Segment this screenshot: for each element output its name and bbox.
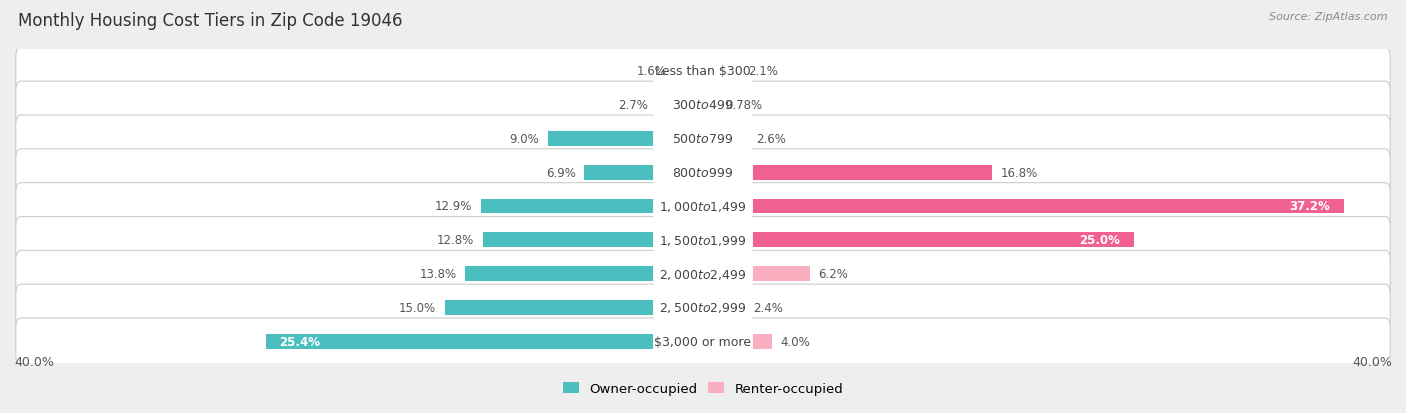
Bar — [444, 300, 703, 315]
Bar — [266, 334, 703, 349]
Text: 25.0%: 25.0% — [1078, 234, 1119, 247]
Text: 40.0%: 40.0% — [14, 355, 53, 368]
Text: 6.9%: 6.9% — [546, 166, 575, 179]
Text: 37.2%: 37.2% — [1289, 200, 1330, 213]
Bar — [703, 300, 744, 315]
Bar — [703, 334, 772, 349]
FancyBboxPatch shape — [652, 228, 754, 253]
FancyBboxPatch shape — [15, 116, 1391, 162]
Text: 1.6%: 1.6% — [637, 65, 666, 78]
Bar — [703, 233, 1133, 248]
FancyBboxPatch shape — [15, 48, 1391, 95]
FancyBboxPatch shape — [652, 160, 754, 185]
Text: 13.8%: 13.8% — [419, 268, 457, 280]
FancyBboxPatch shape — [15, 183, 1391, 230]
FancyBboxPatch shape — [652, 126, 754, 152]
Text: 16.8%: 16.8% — [1001, 166, 1038, 179]
Bar — [703, 199, 1344, 214]
Text: $3,000 or more: $3,000 or more — [655, 335, 751, 348]
Bar — [481, 199, 703, 214]
Text: 9.0%: 9.0% — [509, 133, 540, 145]
Bar — [465, 266, 703, 281]
Text: 15.0%: 15.0% — [399, 301, 436, 314]
Text: $2,500 to $2,999: $2,500 to $2,999 — [659, 301, 747, 315]
Text: 25.4%: 25.4% — [280, 335, 321, 348]
Bar — [703, 64, 740, 79]
FancyBboxPatch shape — [15, 150, 1391, 196]
Text: 2.7%: 2.7% — [619, 99, 648, 112]
Text: Less than $300: Less than $300 — [655, 65, 751, 78]
Bar — [657, 98, 703, 113]
Text: 6.2%: 6.2% — [818, 268, 848, 280]
FancyBboxPatch shape — [652, 93, 754, 118]
Text: $2,000 to $2,499: $2,000 to $2,499 — [659, 267, 747, 281]
Text: $500 to $799: $500 to $799 — [672, 133, 734, 145]
Text: 4.0%: 4.0% — [780, 335, 810, 348]
Text: $1,500 to $1,999: $1,500 to $1,999 — [659, 233, 747, 247]
Text: 2.4%: 2.4% — [754, 301, 783, 314]
Text: 2.1%: 2.1% — [748, 65, 778, 78]
Text: $1,000 to $1,499: $1,000 to $1,499 — [659, 199, 747, 214]
Text: 2.6%: 2.6% — [756, 133, 786, 145]
Text: $300 to $499: $300 to $499 — [672, 99, 734, 112]
FancyBboxPatch shape — [15, 251, 1391, 297]
Bar — [583, 165, 703, 180]
FancyBboxPatch shape — [15, 82, 1391, 128]
FancyBboxPatch shape — [15, 318, 1391, 365]
Text: 12.8%: 12.8% — [437, 234, 474, 247]
FancyBboxPatch shape — [652, 194, 754, 219]
Text: 12.9%: 12.9% — [434, 200, 472, 213]
Text: 40.0%: 40.0% — [1353, 355, 1392, 368]
FancyBboxPatch shape — [15, 217, 1391, 263]
Bar — [703, 132, 748, 147]
FancyBboxPatch shape — [15, 285, 1391, 331]
Bar — [548, 132, 703, 147]
Text: $800 to $999: $800 to $999 — [672, 166, 734, 179]
Bar — [482, 233, 703, 248]
Legend: Owner-occupied, Renter-occupied: Owner-occupied, Renter-occupied — [558, 377, 848, 401]
FancyBboxPatch shape — [652, 59, 754, 84]
FancyBboxPatch shape — [652, 261, 754, 287]
Text: 0.78%: 0.78% — [725, 99, 762, 112]
FancyBboxPatch shape — [652, 329, 754, 354]
Bar — [703, 165, 993, 180]
Bar — [675, 64, 703, 79]
Bar — [703, 266, 810, 281]
Text: Monthly Housing Cost Tiers in Zip Code 19046: Monthly Housing Cost Tiers in Zip Code 1… — [18, 12, 402, 30]
Bar — [703, 98, 717, 113]
Text: Source: ZipAtlas.com: Source: ZipAtlas.com — [1270, 12, 1388, 22]
FancyBboxPatch shape — [652, 295, 754, 320]
